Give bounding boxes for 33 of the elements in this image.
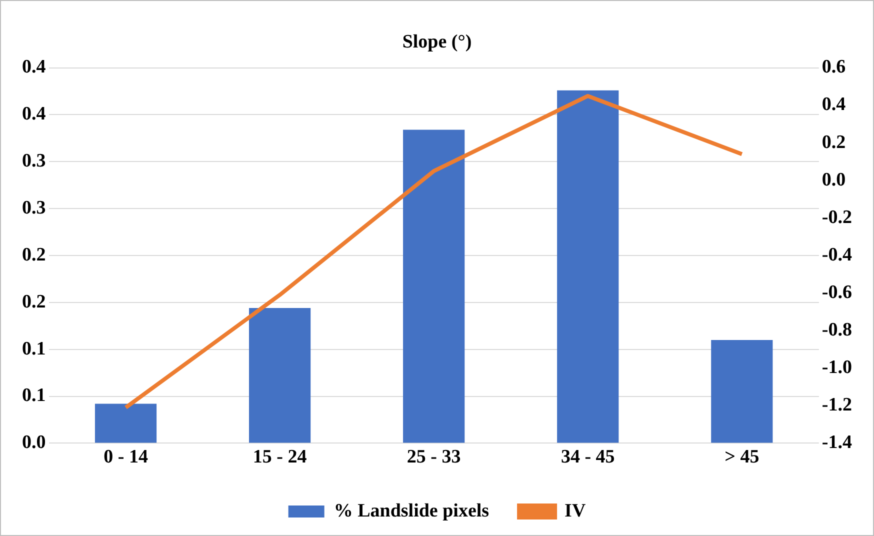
y-tick-label: 0.2 [22, 291, 46, 312]
y-tick-label: 0.2 [22, 244, 46, 266]
legend-label: % Landslide pixels [334, 500, 490, 522]
y2-tick-label: -0.6 [822, 282, 852, 303]
bar [403, 130, 465, 443]
bar [248, 308, 311, 443]
y2-tick-label: 0.0 [822, 169, 846, 190]
y2-tick-label: -1.2 [822, 394, 852, 416]
x-tick-label: 34 - 45 [560, 446, 615, 468]
chart-title: Slope (°) [402, 31, 472, 52]
y2-tick-label: -0.2 [822, 206, 852, 228]
y-tick-label: 0.4 [22, 104, 46, 125]
y-tick-label: 0.0 [22, 432, 46, 454]
y-tick-label: 0.1 [22, 338, 46, 360]
y-tick-label: 0.3 [22, 197, 46, 218]
legend-label: IV [564, 500, 586, 522]
bar [94, 404, 157, 443]
y2-tick-label: 0.4 [822, 94, 846, 116]
x-tick-label: > 45 [724, 446, 760, 468]
y-tick-label: 0.1 [22, 385, 46, 406]
y2-tick-label: 0.2 [822, 132, 846, 153]
x-tick-label: 25 - 33 [406, 446, 461, 468]
x-tick-label: 15 - 24 [252, 446, 308, 468]
y2-tick-label: -1.4 [822, 432, 852, 454]
y-tick-label: 0.4 [22, 56, 46, 78]
y2-tick-label: -1.0 [822, 357, 852, 378]
y2-tick-label: -0.4 [822, 244, 852, 266]
bar [711, 340, 773, 443]
x-tick-label: 0 - 14 [104, 446, 148, 468]
bar [557, 90, 619, 443]
y2-tick-label: -0.8 [822, 319, 852, 340]
y2-tick-label: 0.6 [822, 56, 846, 78]
y-tick-label: 0.3 [22, 150, 46, 172]
